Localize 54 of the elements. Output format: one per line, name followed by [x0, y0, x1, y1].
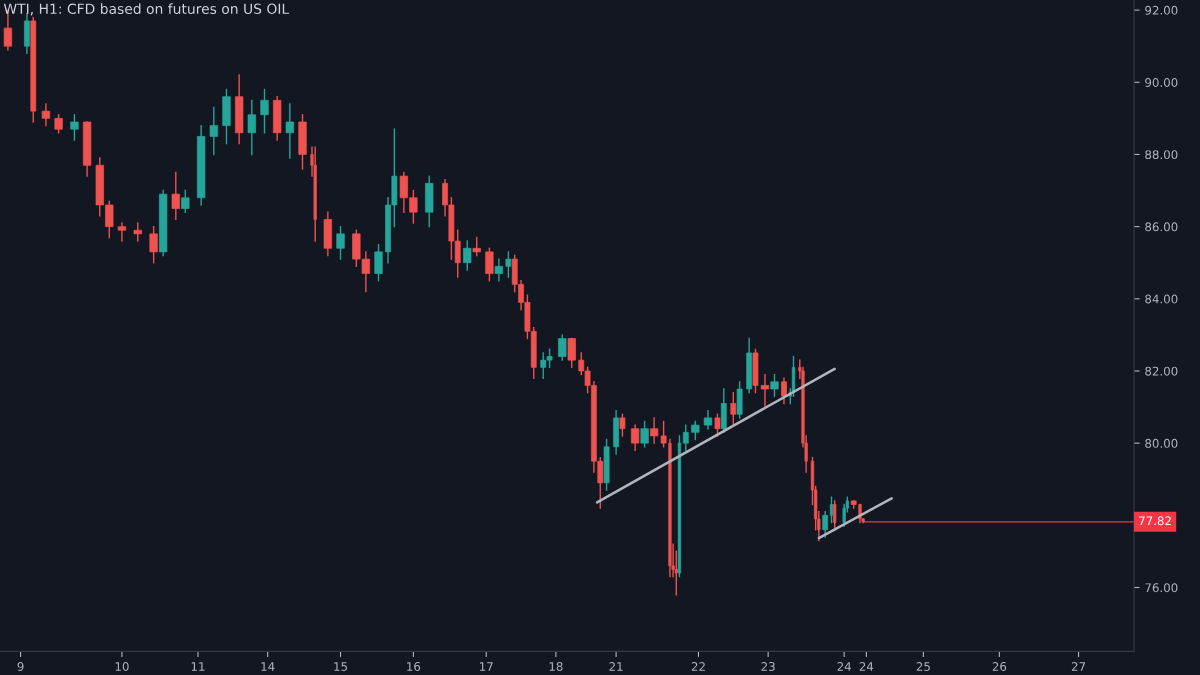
x-tick-label: 24: [859, 662, 874, 671]
candlestick: [463, 240, 472, 271]
candlestick: [558, 334, 567, 361]
candlestick: [619, 413, 626, 437]
x-tick-label: 17: [480, 662, 493, 671]
x-tick-label: 23: [761, 662, 775, 671]
ref-line-label: 77.82: [1139, 516, 1171, 526]
candlestick: [472, 236, 481, 257]
y-tick-label: 82.00: [1145, 366, 1178, 376]
candlestick: [260, 88, 269, 134]
candlestick: [336, 225, 345, 260]
candlestick: [714, 413, 721, 437]
x-tick-label: 16: [407, 662, 421, 671]
x-tick-label: 27: [1071, 662, 1086, 671]
y-tick-label: 88.00: [1145, 150, 1178, 160]
candlestick: [181, 189, 190, 213]
candlestick: [285, 103, 294, 159]
x-tick-label: 25: [916, 662, 930, 671]
y-tick-label: 84.00: [1145, 294, 1178, 304]
candlestick: [374, 243, 383, 282]
candlestick: [54, 114, 63, 134]
candlestick: [485, 247, 494, 282]
y-tick-label: 86.00: [1145, 222, 1178, 232]
x-tick-label: 18: [549, 662, 563, 671]
y-tick-label: 90.00: [1145, 78, 1178, 87]
candlestick: [822, 511, 829, 538]
y-tick-label: 80.00: [1145, 438, 1178, 448]
candlestick: [247, 99, 256, 156]
x-tick-label: 15: [334, 662, 347, 671]
x-tick-label: 10: [115, 662, 129, 671]
candlestick: [505, 251, 512, 278]
candlestick: [770, 373, 779, 397]
candlestick: [171, 171, 180, 221]
candlestick: [70, 114, 79, 141]
candlestick: [133, 222, 142, 242]
x-tick-label: 26: [992, 662, 1007, 671]
chart-title: WTI, H1: CFD based on futures on US OIL: [3, 3, 290, 16]
candlestick: [149, 225, 158, 264]
candlestick: [640, 420, 649, 448]
x-tick-label: 21: [609, 662, 623, 671]
candlestick: [567, 337, 576, 369]
x-tick-label: 22: [691, 662, 705, 671]
x-tick-label: 9: [17, 662, 24, 671]
y-tick-label: 92.00: [1145, 5, 1178, 15]
candlestick: [781, 377, 787, 405]
candlestick: [691, 420, 700, 441]
candlestick: [730, 391, 737, 426]
candlestick: [829, 496, 834, 524]
x-tick-label: 11: [191, 662, 205, 671]
candlestick: [209, 106, 218, 156]
y-tick-label: 76.00: [1145, 583, 1178, 593]
x-tick-label: 14: [261, 662, 275, 671]
candlestick: [682, 424, 689, 452]
x-tick-label: 24: [837, 662, 852, 671]
